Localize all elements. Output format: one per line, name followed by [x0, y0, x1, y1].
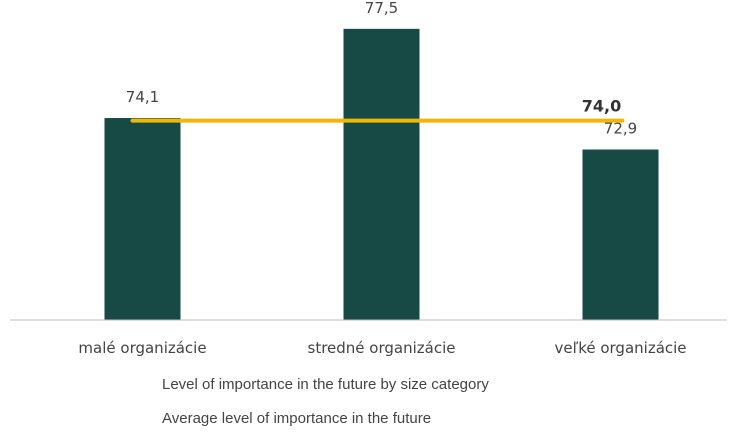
chart-area: 74,1 malé organizácie 77,5 stredné organizá…: [10, 0, 727, 357]
bar-value-label: 77,5: [365, 0, 398, 17]
legend-item-average: Average level of importance in the futur…: [162, 410, 432, 427]
category-label: veľké organizácie: [554, 339, 686, 357]
category-label: stredné organizácie: [308, 339, 456, 357]
bar: [343, 28, 420, 321]
bar-value-label: 74,1: [126, 88, 159, 106]
bar: [582, 149, 659, 320]
category-label: malé organizácie: [78, 339, 206, 357]
bar-value-label: 72,9: [604, 120, 637, 138]
legend-item-bars: Level of importance in the future by siz…: [162, 376, 489, 393]
bar: [104, 118, 181, 321]
average-value-label: 74,0: [582, 97, 621, 116]
